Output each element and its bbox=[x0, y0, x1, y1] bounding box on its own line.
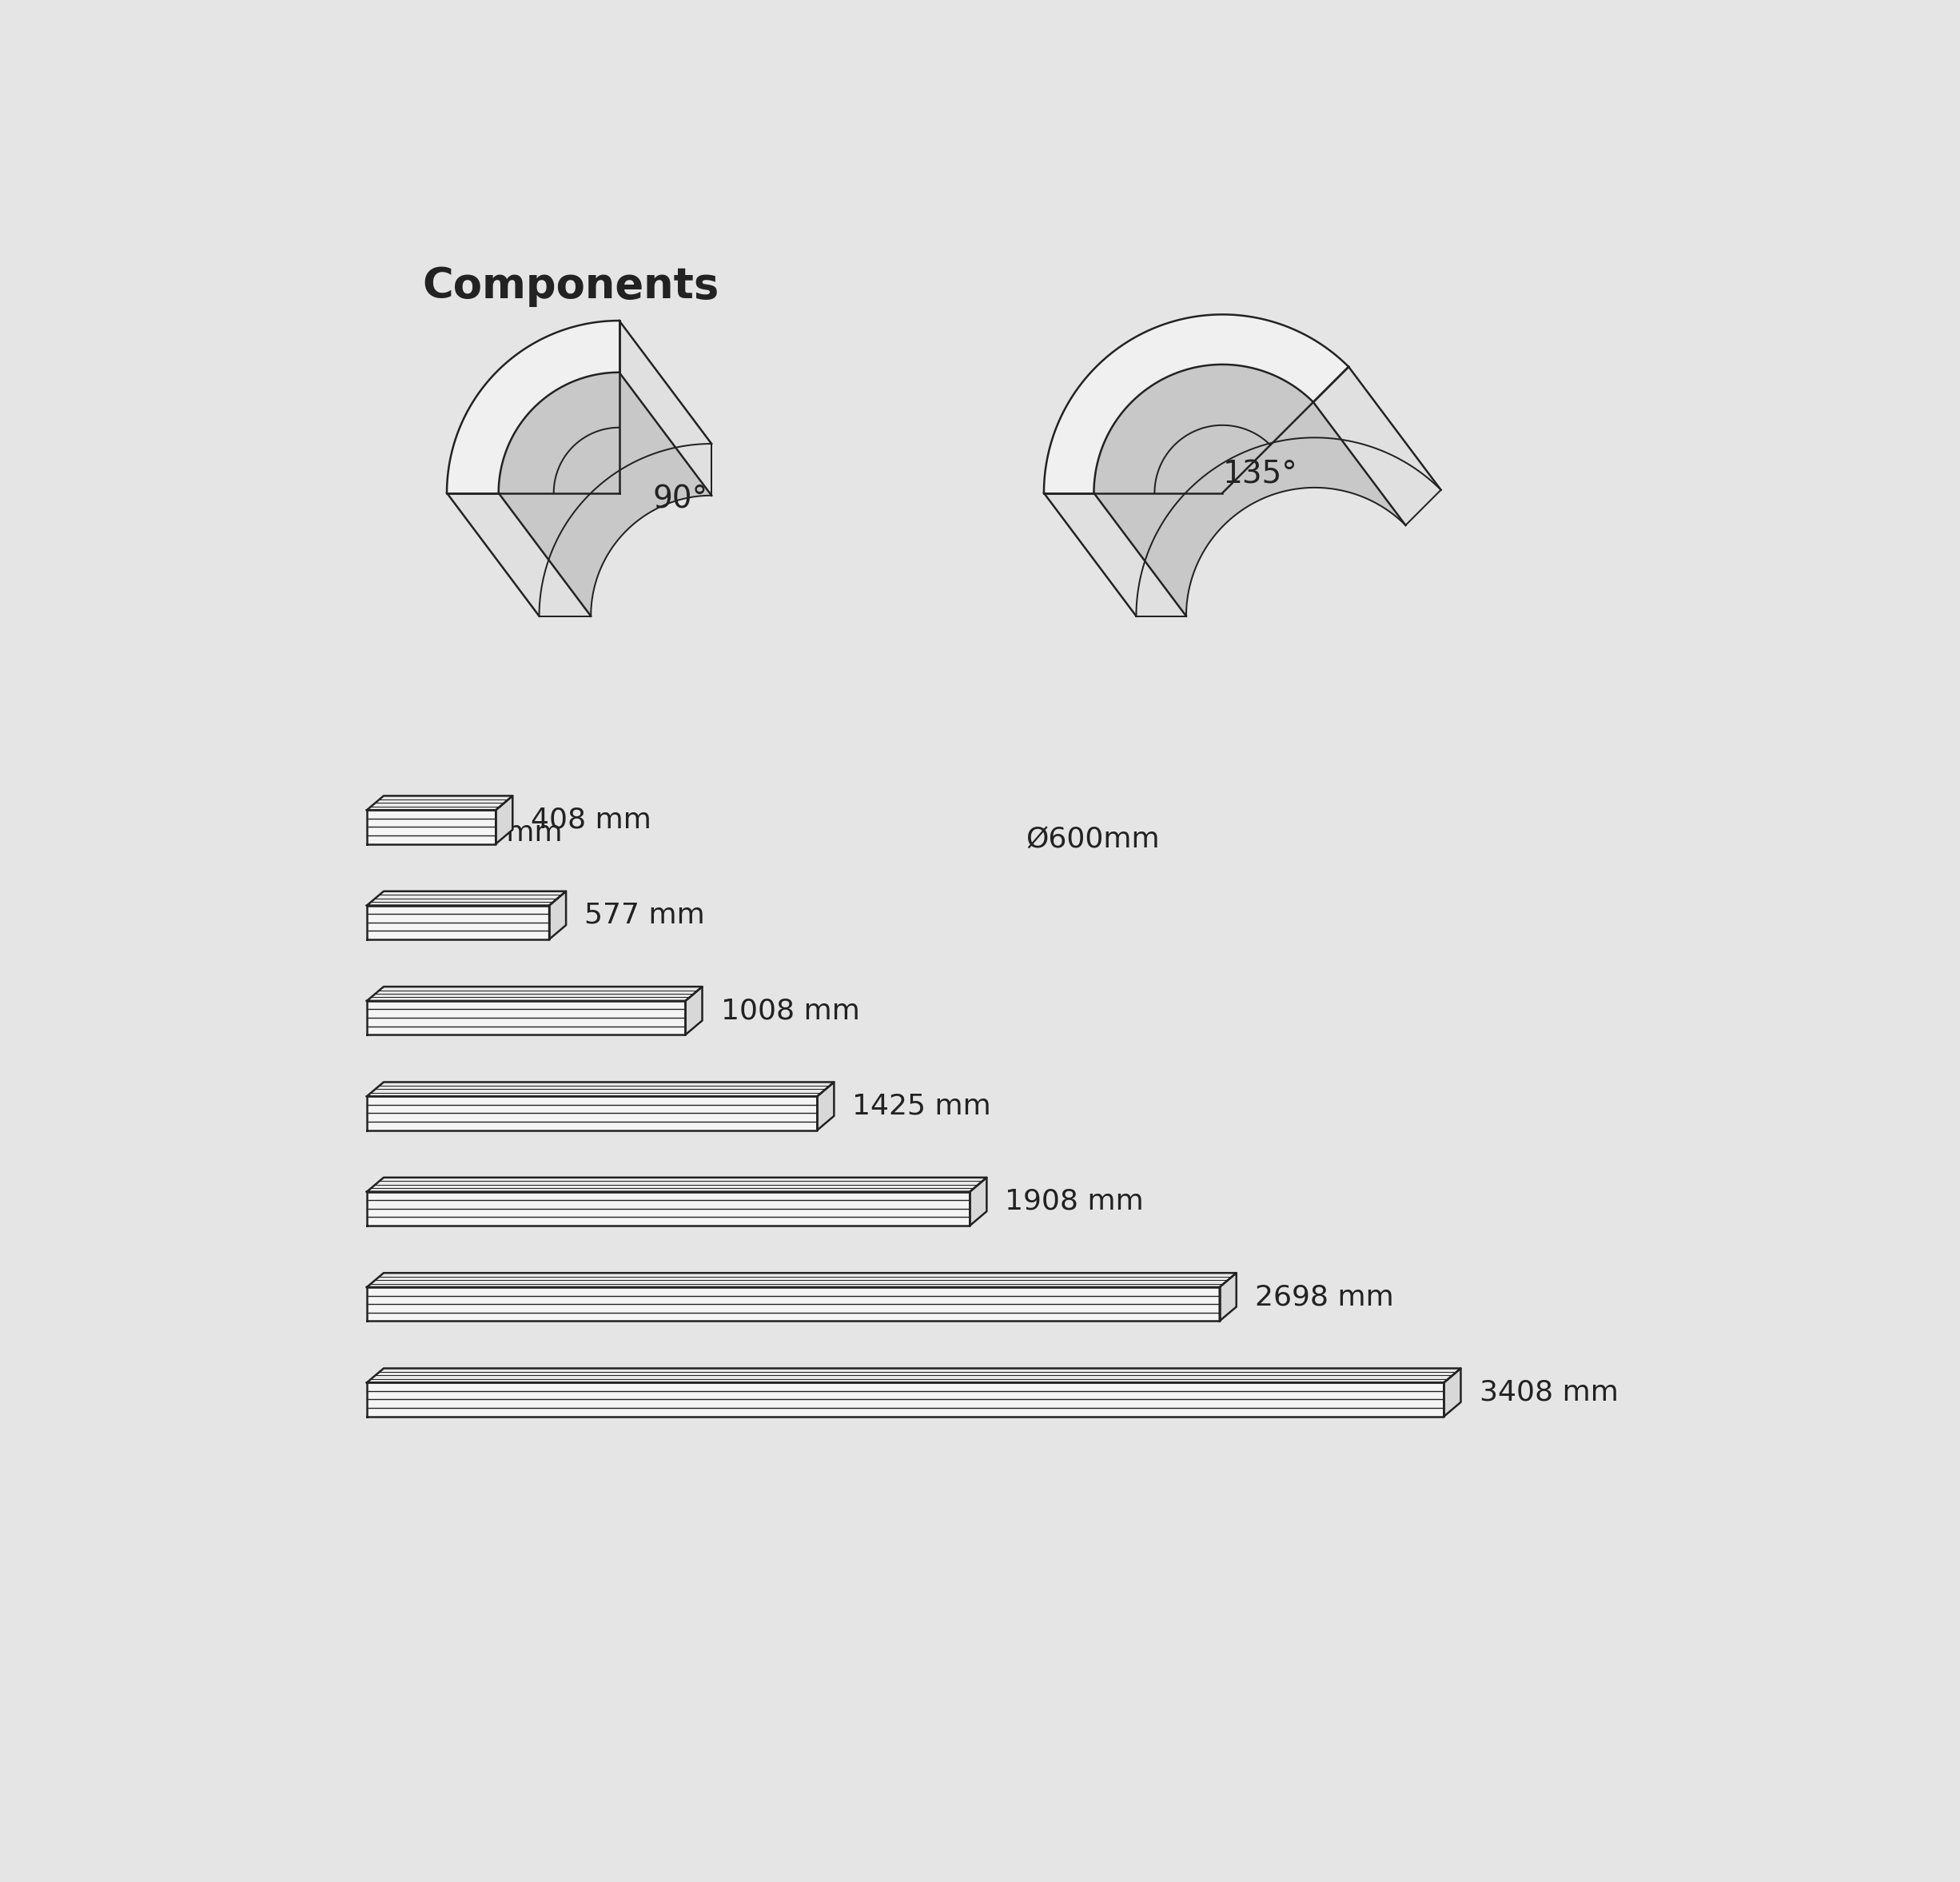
Text: 1425 mm: 1425 mm bbox=[853, 1093, 992, 1120]
Text: 90°: 90° bbox=[653, 484, 708, 514]
Polygon shape bbox=[619, 320, 711, 495]
Polygon shape bbox=[970, 1178, 986, 1225]
Text: 577 mm: 577 mm bbox=[584, 901, 706, 930]
Polygon shape bbox=[1045, 314, 1348, 493]
Polygon shape bbox=[447, 493, 590, 615]
Polygon shape bbox=[367, 1383, 1445, 1417]
Polygon shape bbox=[367, 796, 514, 809]
Text: 1008 mm: 1008 mm bbox=[721, 997, 860, 1024]
Text: Ø600mm: Ø600mm bbox=[429, 819, 563, 847]
Polygon shape bbox=[1045, 493, 1186, 615]
Polygon shape bbox=[447, 320, 619, 493]
Polygon shape bbox=[1313, 367, 1441, 525]
Text: 3408 mm: 3408 mm bbox=[1480, 1380, 1619, 1406]
Polygon shape bbox=[1094, 365, 1405, 615]
Polygon shape bbox=[498, 373, 711, 615]
Polygon shape bbox=[367, 1097, 817, 1131]
Text: 135°: 135° bbox=[1223, 459, 1298, 489]
Polygon shape bbox=[1219, 1272, 1237, 1321]
Polygon shape bbox=[367, 892, 566, 905]
Polygon shape bbox=[549, 892, 566, 939]
Polygon shape bbox=[367, 809, 496, 843]
Text: Ø600mm: Ø600mm bbox=[1025, 826, 1160, 853]
Polygon shape bbox=[367, 1272, 1237, 1287]
Polygon shape bbox=[367, 1368, 1460, 1383]
Polygon shape bbox=[817, 1082, 835, 1131]
Polygon shape bbox=[367, 1178, 986, 1191]
Polygon shape bbox=[447, 320, 711, 615]
Polygon shape bbox=[367, 1001, 686, 1035]
Polygon shape bbox=[367, 905, 549, 939]
Polygon shape bbox=[367, 1287, 1219, 1321]
Text: Components: Components bbox=[421, 265, 719, 307]
Text: 1908 mm: 1908 mm bbox=[1005, 1188, 1145, 1216]
Polygon shape bbox=[496, 796, 514, 843]
Text: 408 mm: 408 mm bbox=[531, 805, 651, 834]
Polygon shape bbox=[367, 1191, 970, 1225]
Text: 2698 mm: 2698 mm bbox=[1254, 1284, 1394, 1310]
Polygon shape bbox=[1045, 314, 1441, 615]
Polygon shape bbox=[1445, 1368, 1460, 1417]
Polygon shape bbox=[367, 1082, 835, 1097]
Polygon shape bbox=[686, 986, 702, 1035]
Polygon shape bbox=[367, 986, 702, 1001]
